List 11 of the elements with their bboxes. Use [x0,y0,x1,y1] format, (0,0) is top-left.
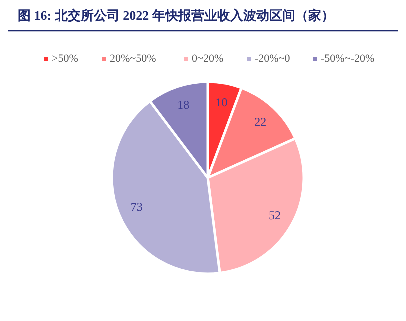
chart-title: 图 16: 北交所公司 2022 年快报营业收入波动区间（家） [18,8,334,23]
data-label: 52 [268,208,281,223]
data-label: 22 [254,115,267,130]
legend-label: 20%~50% [110,53,156,65]
legend-label: -20%~0 [255,53,291,65]
legend-label: -50%~-20% [321,53,375,65]
data-label: 73 [130,200,143,214]
legend-label: >50% [52,53,78,65]
data-label: 18 [178,98,190,112]
legend-label: 0~20% [192,53,224,65]
data-label: 10 [216,95,228,110]
